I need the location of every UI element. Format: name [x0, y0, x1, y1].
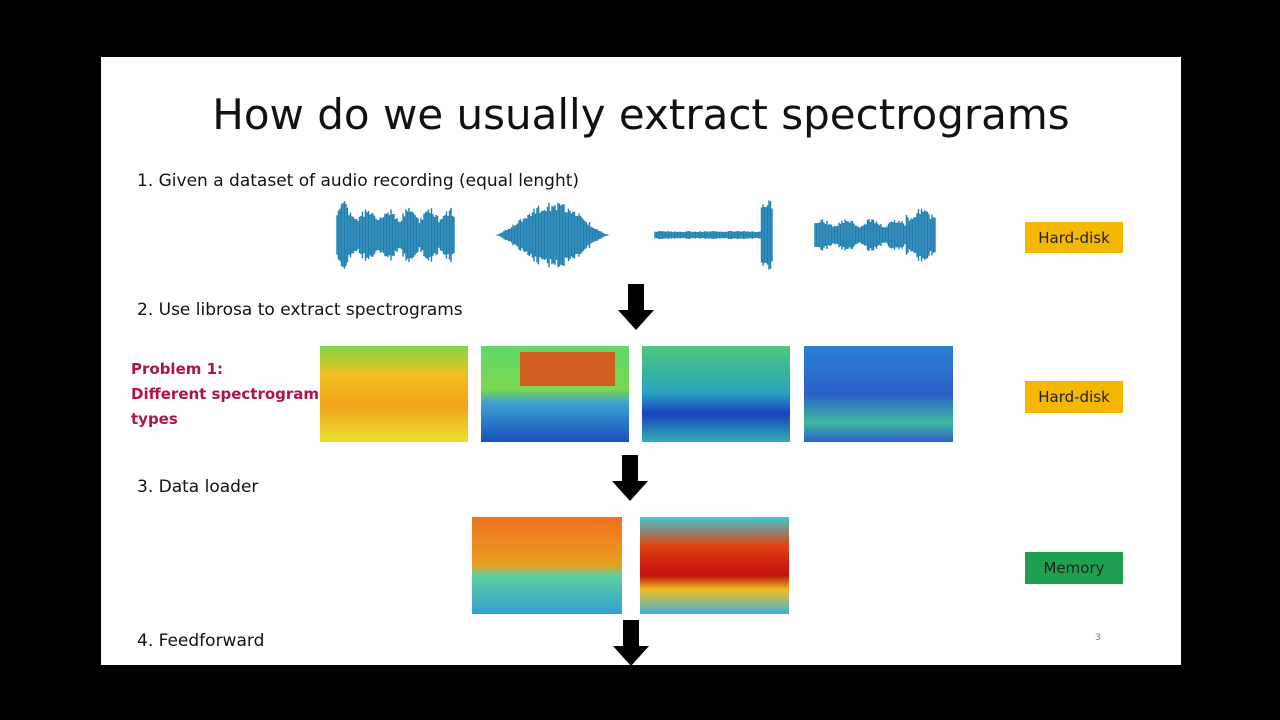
storage-label: Memory	[1043, 559, 1104, 577]
spectrogram	[320, 346, 468, 442]
spectrogram	[472, 517, 622, 614]
storage-label: Hard-disk	[1038, 388, 1110, 406]
slide-number: 3	[1095, 633, 1101, 643]
spectrogram	[640, 517, 789, 614]
step: 3. Data loader	[137, 477, 258, 497]
spectrogram-band	[520, 352, 615, 386]
problem-text: types	[131, 410, 178, 428]
problem-text: Problem 1:	[131, 360, 223, 378]
problem-text: Different spectrogram	[131, 385, 319, 403]
step: 2. Use librosa to extract spectrograms	[137, 300, 463, 320]
slide-title: How do we usually extract spectrograms	[212, 90, 1069, 139]
step: 4. Feedforward	[137, 631, 264, 651]
step: 1. Given a dataset of audio recording (e…	[137, 171, 579, 191]
spectrogram	[804, 346, 953, 442]
spectrogram	[642, 346, 790, 442]
storage-label: Hard-disk	[1038, 229, 1110, 247]
